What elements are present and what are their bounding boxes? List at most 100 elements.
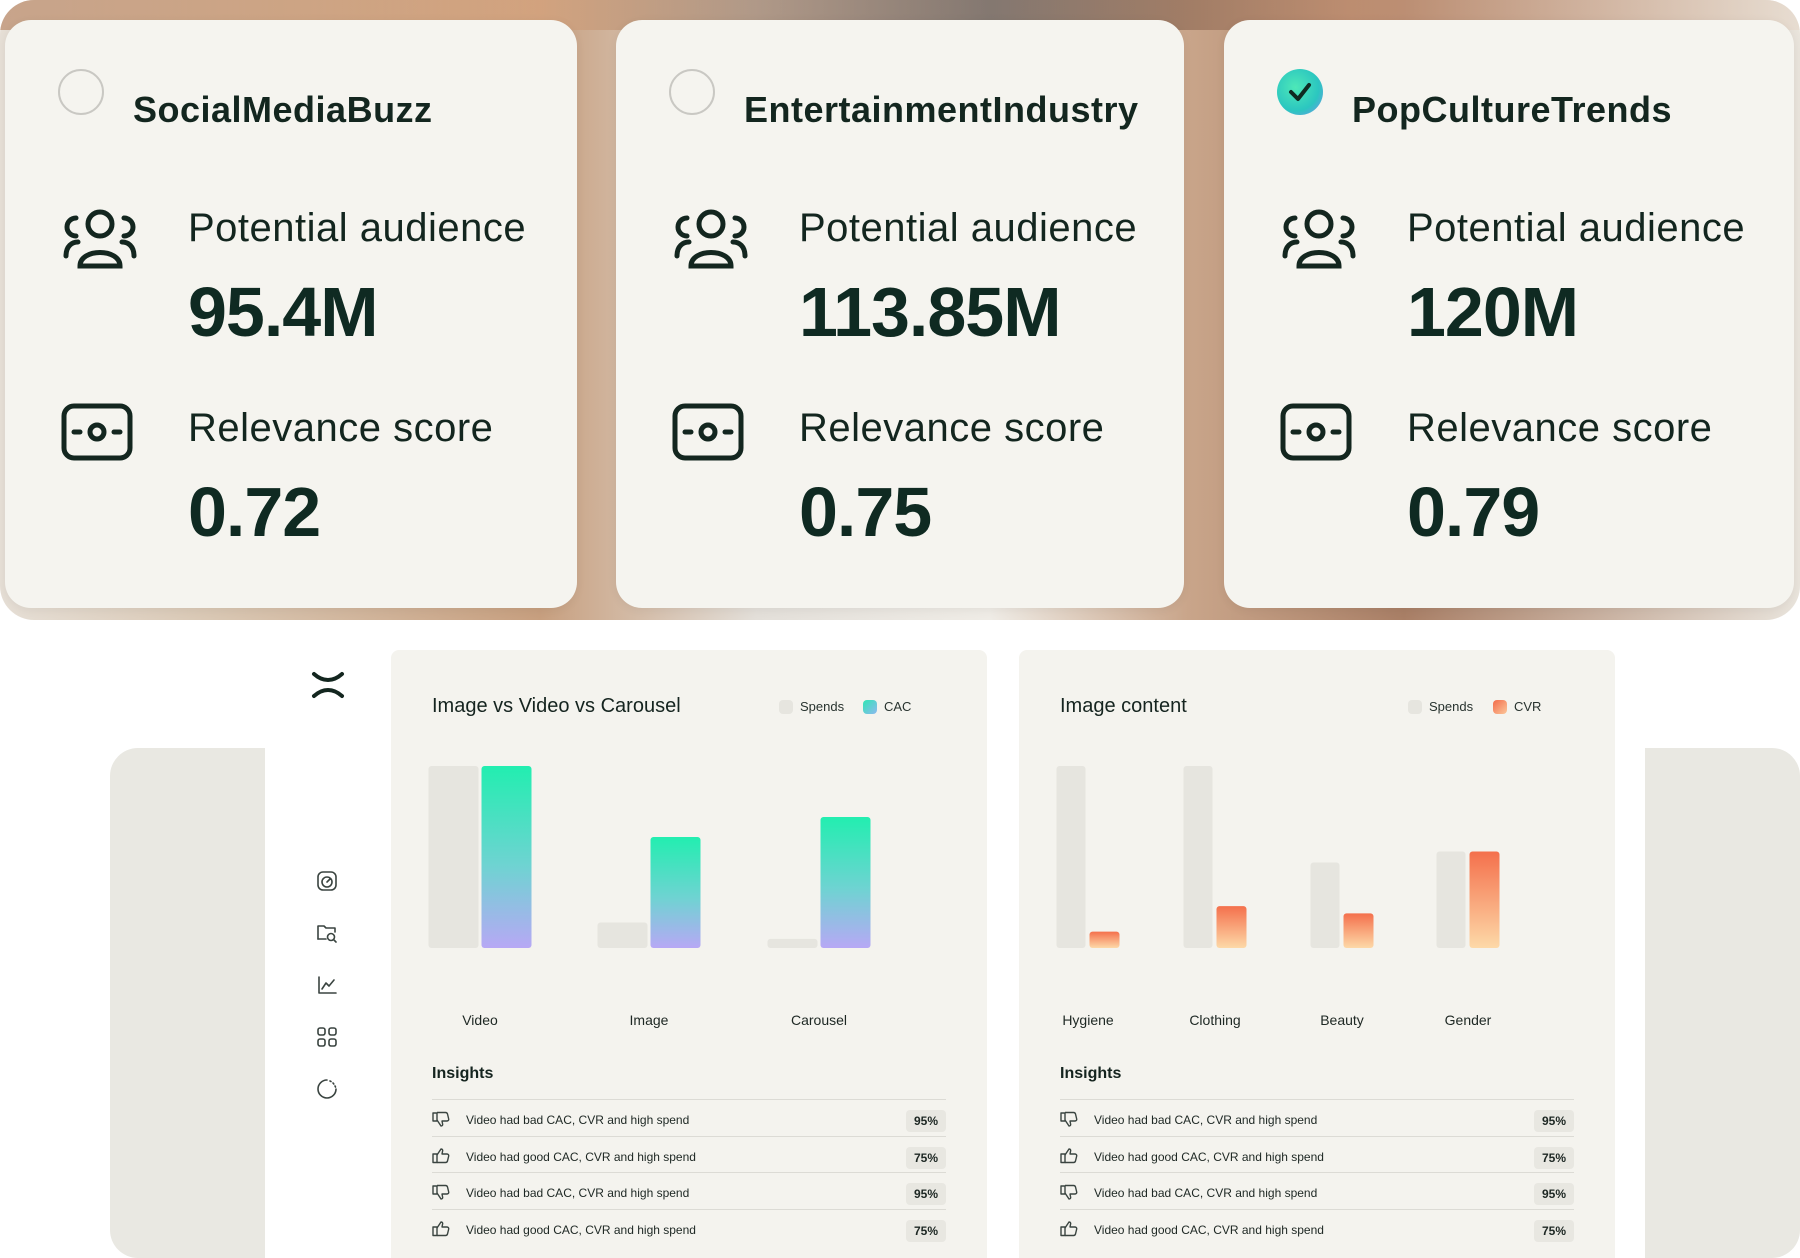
category-label: Clothing — [1189, 1012, 1241, 1028]
gauge-icon[interactable] — [316, 870, 338, 892]
grid-icon[interactable] — [316, 1026, 338, 1048]
legend-spends: Spends — [779, 699, 844, 714]
thumbs-down-icon — [1060, 1184, 1078, 1205]
bar-spends-clothing — [1183, 766, 1213, 948]
audience-card-socialmediabuzz[interactable]: SocialMediaBuzz Potential audience 95.4M… — [5, 20, 577, 608]
insight-percent-badge: 75% — [905, 1219, 946, 1242]
category-label: Image — [629, 1012, 669, 1028]
audience-name: EntertainmentIndustry — [744, 89, 1139, 130]
legend-swatch — [1493, 699, 1507, 714]
thumbs-down-icon — [432, 1184, 450, 1205]
analytics-dashboard: Image vs Video vs Carousel Spends CAC Vi… — [265, 620, 1645, 1258]
thumbs-up-icon — [432, 1147, 450, 1169]
target-score-icon — [1280, 403, 1352, 461]
audience-label: Potential audience — [1407, 206, 1746, 250]
insight-percent-badge: 95% — [1533, 1183, 1574, 1205]
bar-chart — [1056, 766, 1500, 948]
insight-text: Video had good CAC, CVR and high spend — [466, 1149, 696, 1164]
sidebar — [265, 620, 375, 1258]
relevance-value: 0.72 — [188, 473, 321, 551]
insight-row[interactable]: Video had good CAC, CVR and high spend 75… — [432, 1135, 946, 1179]
audience-radio[interactable] — [58, 69, 104, 115]
audience-name: SocialMediaBuzz — [133, 89, 433, 130]
target-score-icon — [672, 403, 744, 461]
audience-radio[interactable] — [669, 69, 715, 115]
bar-spends-carousel — [767, 938, 818, 948]
insight-text: Video had bad CAC, CVR and high spend — [1094, 1186, 1318, 1200]
legend-label: CAC — [884, 699, 912, 714]
insight-row[interactable]: Video had good CAC, CVR and high spend 75… — [432, 1208, 946, 1252]
bar-spends-gender — [1436, 851, 1466, 948]
insights-title: Insights — [1060, 1065, 1122, 1082]
audience-value: 113.85M — [799, 273, 1062, 351]
insights-title: Insights — [432, 1065, 494, 1082]
audience-name: PopCultureTrends — [1352, 89, 1673, 130]
bar-spends-image — [597, 922, 648, 948]
people-icon — [674, 209, 748, 269]
bar-cvr-hygiene — [1089, 931, 1120, 948]
audience-label: Potential audience — [188, 206, 527, 250]
folder-search-icon[interactable] — [316, 922, 338, 944]
relevance-label: Relevance score — [799, 406, 1105, 450]
thumbs-up-icon — [1060, 1220, 1078, 1242]
bar-cvr-gender — [1469, 851, 1500, 948]
category-label: Hygiene — [1062, 1012, 1114, 1028]
insight-row[interactable]: Video had good CAC, CVR and high spend 75… — [1060, 1208, 1574, 1252]
legend-label: Spends — [1429, 699, 1474, 714]
loading-icon[interactable] — [316, 1078, 338, 1100]
insight-row[interactable]: Video had bad CAC, CVR and high spend 95% — [432, 1099, 946, 1142]
bar-spends-video — [428, 766, 479, 948]
insight-text: Video had good CAC, CVR and high spend — [1094, 1222, 1324, 1237]
bar-cac-video — [481, 766, 532, 948]
insight-row[interactable]: Video had bad CAC, CVR and high spend 95% — [1060, 1172, 1574, 1215]
check-icon — [1289, 83, 1311, 101]
audience-value: 95.4M — [188, 273, 379, 351]
insight-percent-badge: 95% — [1533, 1110, 1574, 1132]
thumbs-down-icon — [432, 1111, 450, 1132]
insight-percent-badge: 75% — [1533, 1219, 1574, 1242]
relevance-value: 0.75 — [799, 473, 932, 551]
panel-format-comparison: Image vs Video vs Carousel Spends CAC Vi… — [391, 650, 987, 1258]
bar-spends-beauty — [1310, 862, 1340, 948]
app-logo-icon[interactable] — [311, 670, 345, 700]
legend-label: CVR — [1514, 699, 1542, 714]
thumbs-down-icon — [1060, 1111, 1078, 1132]
insight-percent-badge: 75% — [905, 1146, 946, 1169]
category-label: Carousel — [790, 1012, 848, 1028]
audience-card-entertainmentindustry[interactable]: EntertainmentIndustry Potential audience… — [616, 20, 1184, 608]
insight-text: Video had bad CAC, CVR and high spend — [1094, 1113, 1318, 1127]
panel-title: Image vs Video vs Carousel — [432, 695, 681, 717]
line-chart-icon[interactable] — [316, 974, 338, 996]
bar-cvr-beauty — [1343, 913, 1374, 948]
legend-cac: CAC — [863, 699, 911, 714]
audience-banner: SocialMediaBuzz Potential audience 95.4M… — [0, 0, 1800, 620]
category-label: Beauty — [1320, 1012, 1364, 1028]
audience-value: 120M — [1407, 273, 1579, 351]
category-label: Gender — [1444, 1012, 1492, 1028]
insight-text: Video had bad CAC, CVR and high spend — [466, 1113, 690, 1127]
legend-swatch — [1408, 699, 1422, 714]
thumbs-up-icon — [432, 1220, 450, 1242]
bar-spends-hygiene — [1056, 766, 1086, 948]
insight-text: Video had good CAC, CVR and high spend — [466, 1222, 696, 1237]
insight-percent-badge: 95% — [905, 1183, 946, 1205]
relevance-value: 0.79 — [1407, 473, 1540, 551]
legend-swatch — [779, 699, 793, 714]
bar-cvr-clothing — [1216, 906, 1247, 948]
insight-percent-badge: 75% — [1533, 1146, 1574, 1169]
audience-radio-checked[interactable] — [1277, 69, 1323, 115]
category-label: Video — [462, 1012, 498, 1028]
audience-card-popculturetrends[interactable]: PopCultureTrends Potential audience 120M… — [1224, 20, 1794, 608]
audience-label: Potential audience — [799, 206, 1138, 250]
panel-image-content: Image content Spends CVR Hygiene Clothing… — [1019, 650, 1615, 1258]
insight-text: Video had bad CAC, CVR and high spend — [466, 1186, 690, 1200]
bar-cac-carousel — [820, 816, 871, 948]
bar-chart — [428, 766, 871, 948]
target-score-icon — [61, 403, 133, 461]
bar-cac-image — [650, 836, 701, 948]
insight-row[interactable]: Video had bad CAC, CVR and high spend 95% — [432, 1172, 946, 1215]
insight-row[interactable]: Video had good CAC, CVR and high spend 75… — [1060, 1135, 1574, 1179]
panel-title: Image content — [1060, 695, 1187, 717]
legend-swatch — [863, 699, 877, 714]
insight-row[interactable]: Video had bad CAC, CVR and high spend 95% — [1060, 1099, 1574, 1142]
